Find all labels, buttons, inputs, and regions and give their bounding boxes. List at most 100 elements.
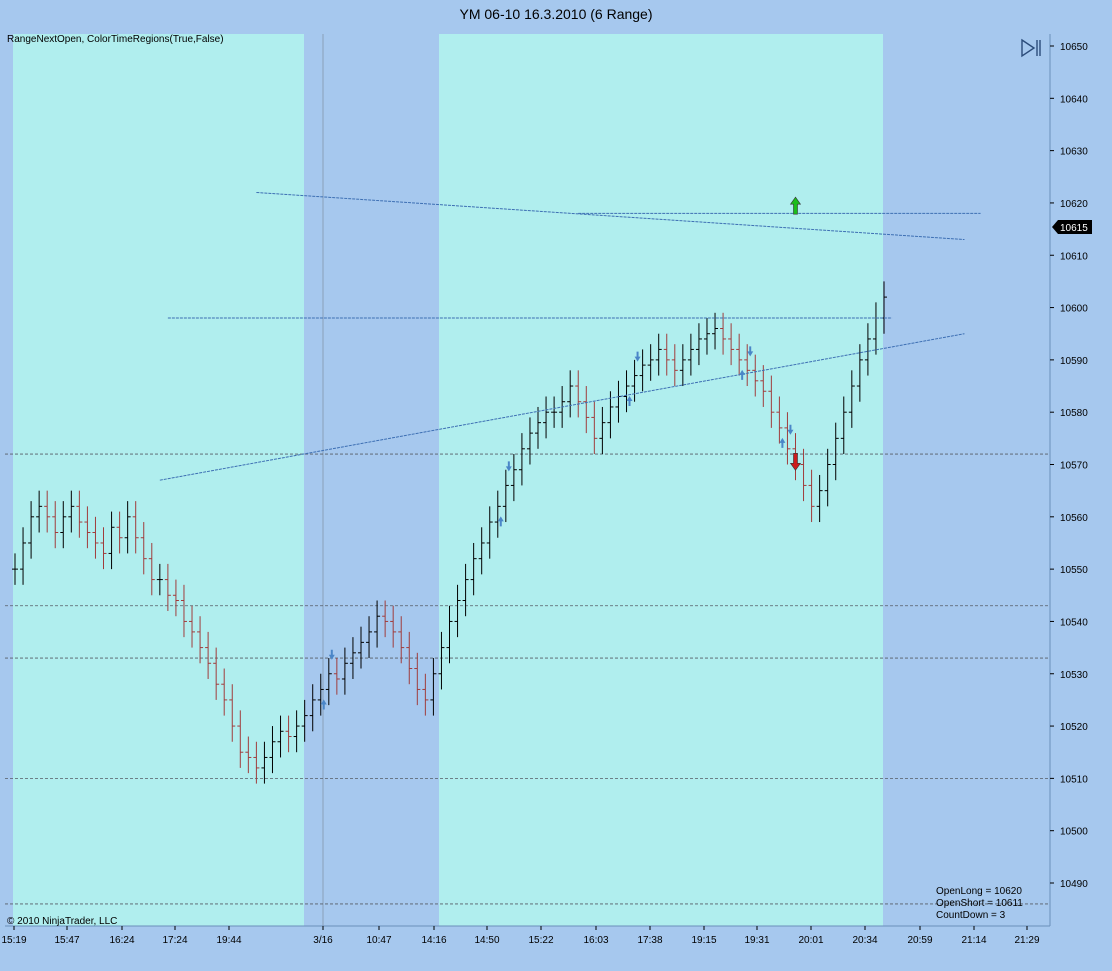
- ohlc-bar: [349, 637, 356, 679]
- ohlc-bar: [325, 658, 332, 706]
- ohlc-bar: [744, 344, 751, 387]
- ohlc-bar: [639, 349, 646, 392]
- y-tick-label: 10650: [1060, 42, 1088, 53]
- ohlc-bar: [189, 605, 196, 648]
- x-tick-label: 20:34: [852, 935, 877, 946]
- trendline[interactable]: [159, 333, 965, 481]
- scroll-to-end-icon[interactable]: [1020, 38, 1044, 58]
- ohlc-bar: [44, 490, 51, 533]
- ohlc-bar: [518, 433, 525, 486]
- trendlines[interactable]: [159, 191, 981, 481]
- ohlc-bar: [454, 584, 461, 638]
- ohlc-bar: [277, 715, 284, 758]
- ohlc-bar: [317, 673, 324, 716]
- stat-open-long: OpenLong = 10620: [936, 886, 1022, 897]
- ohlc-bar: [526, 417, 533, 465]
- window-title: YM 06-10 16.3.2010 (6 Range): [459, 6, 653, 22]
- x-tick-label: 17:24: [162, 935, 187, 946]
- trendline[interactable]: [256, 191, 965, 241]
- ohlc-bar: [116, 511, 123, 554]
- ohlc-bar: [864, 323, 871, 376]
- ohlc-bar: [68, 490, 75, 533]
- ohlc-bar: [808, 469, 815, 523]
- x-tick-label: 19:31: [744, 935, 769, 946]
- x-tick-label: 10:47: [366, 935, 391, 946]
- y-tick-label: 10490: [1060, 879, 1088, 890]
- ohlc-bar: [92, 516, 99, 559]
- ohlc-bar: [140, 522, 147, 575]
- price-marker: 10615: [1052, 220, 1092, 234]
- y-tick-label: 10510: [1060, 774, 1088, 785]
- y-tick-label: 10590: [1060, 356, 1088, 367]
- x-tick-label: 14:50: [474, 935, 499, 946]
- ohlc-bar: [462, 563, 469, 617]
- y-tick-label: 10550: [1060, 565, 1088, 576]
- ohlc-bar: [591, 401, 598, 455]
- ohlc-bar: [390, 605, 397, 648]
- ohlc-bar: [695, 323, 702, 366]
- trade-marker-arrow: [779, 437, 786, 448]
- ohlc-bar: [551, 396, 558, 428]
- ohlc-bar: [494, 490, 501, 538]
- ohlc-bar: [422, 673, 429, 716]
- ohlc-bar: [671, 344, 678, 387]
- trade-marker-arrow: [505, 461, 512, 472]
- signal-arrow-down: [789, 452, 802, 471]
- y-tick-label: 10520: [1060, 722, 1088, 733]
- ohlc-bar: [768, 375, 775, 428]
- trade-marker-arrow: [634, 351, 641, 362]
- ohlc-bar: [543, 396, 550, 439]
- time-region-1: [13, 34, 304, 926]
- x-tick-label: 15:22: [528, 935, 553, 946]
- ohlc-bar: [229, 684, 236, 742]
- ohlc-bar: [237, 710, 244, 768]
- ohlc-bar: [607, 391, 614, 439]
- ohlc-bar: [285, 715, 292, 753]
- ohlc-bar: [856, 344, 863, 402]
- ohlc-bar: [245, 736, 252, 774]
- x-tick-label: 3/16: [313, 935, 333, 946]
- ohlc-bar: [205, 631, 212, 679]
- ohlc-bar: [575, 370, 582, 418]
- x-tick-label: 21:29: [1014, 935, 1039, 946]
- ohlc-bar: [623, 370, 630, 413]
- trade-marker-arrow: [787, 424, 794, 435]
- ohlc-bar: [213, 647, 220, 700]
- ohlc-bar: [486, 506, 493, 559]
- x-tick-label: 15:47: [54, 935, 79, 946]
- ohlc-bar: [535, 406, 542, 449]
- stat-countdown: CountDown = 3: [936, 910, 1006, 921]
- ohlc-bar: [301, 699, 308, 742]
- ohlc-bar: [269, 726, 276, 774]
- ohlc-bar: [720, 312, 727, 355]
- ohlc-bar: [100, 527, 107, 570]
- x-tick-label: 17:38: [637, 935, 662, 946]
- ohlc-bar: [197, 616, 204, 664]
- y-tick-label: 10620: [1060, 199, 1088, 210]
- ohlc-bar: [760, 365, 767, 407]
- ohlc-bar: [20, 527, 27, 585]
- ohlc-bar: [784, 412, 791, 465]
- ohlc-bar: [655, 333, 662, 376]
- copyright-label: © 2010 NinjaTrader, LLC: [7, 916, 117, 927]
- ohlc-bar: [470, 542, 477, 596]
- ohlc-bar: [776, 396, 783, 444]
- ohlc-bar: [36, 490, 43, 533]
- ohlc-bar: [478, 527, 485, 575]
- trade-marker-arrow: [320, 699, 327, 710]
- ohlc-bar: [703, 318, 710, 355]
- ohlc-bar: [12, 553, 18, 585]
- ohlc-bar: [164, 563, 171, 611]
- indicator-label: RangeNextOpen, ColorTimeRegions(True,Fal…: [7, 34, 224, 45]
- ohlc-bar: [333, 658, 340, 695]
- trade-marker-arrow: [328, 649, 335, 660]
- y-tick-label: 10610: [1060, 251, 1088, 262]
- ohlc-bar: [800, 448, 807, 502]
- x-tick-label: 19:44: [216, 935, 241, 946]
- horizontal-levels: [5, 453, 1050, 905]
- ohlc-bar: [398, 616, 405, 664]
- x-tick-label: 20:59: [907, 935, 932, 946]
- ohlc-bar: [599, 406, 606, 455]
- ohlc-bar: [728, 323, 735, 366]
